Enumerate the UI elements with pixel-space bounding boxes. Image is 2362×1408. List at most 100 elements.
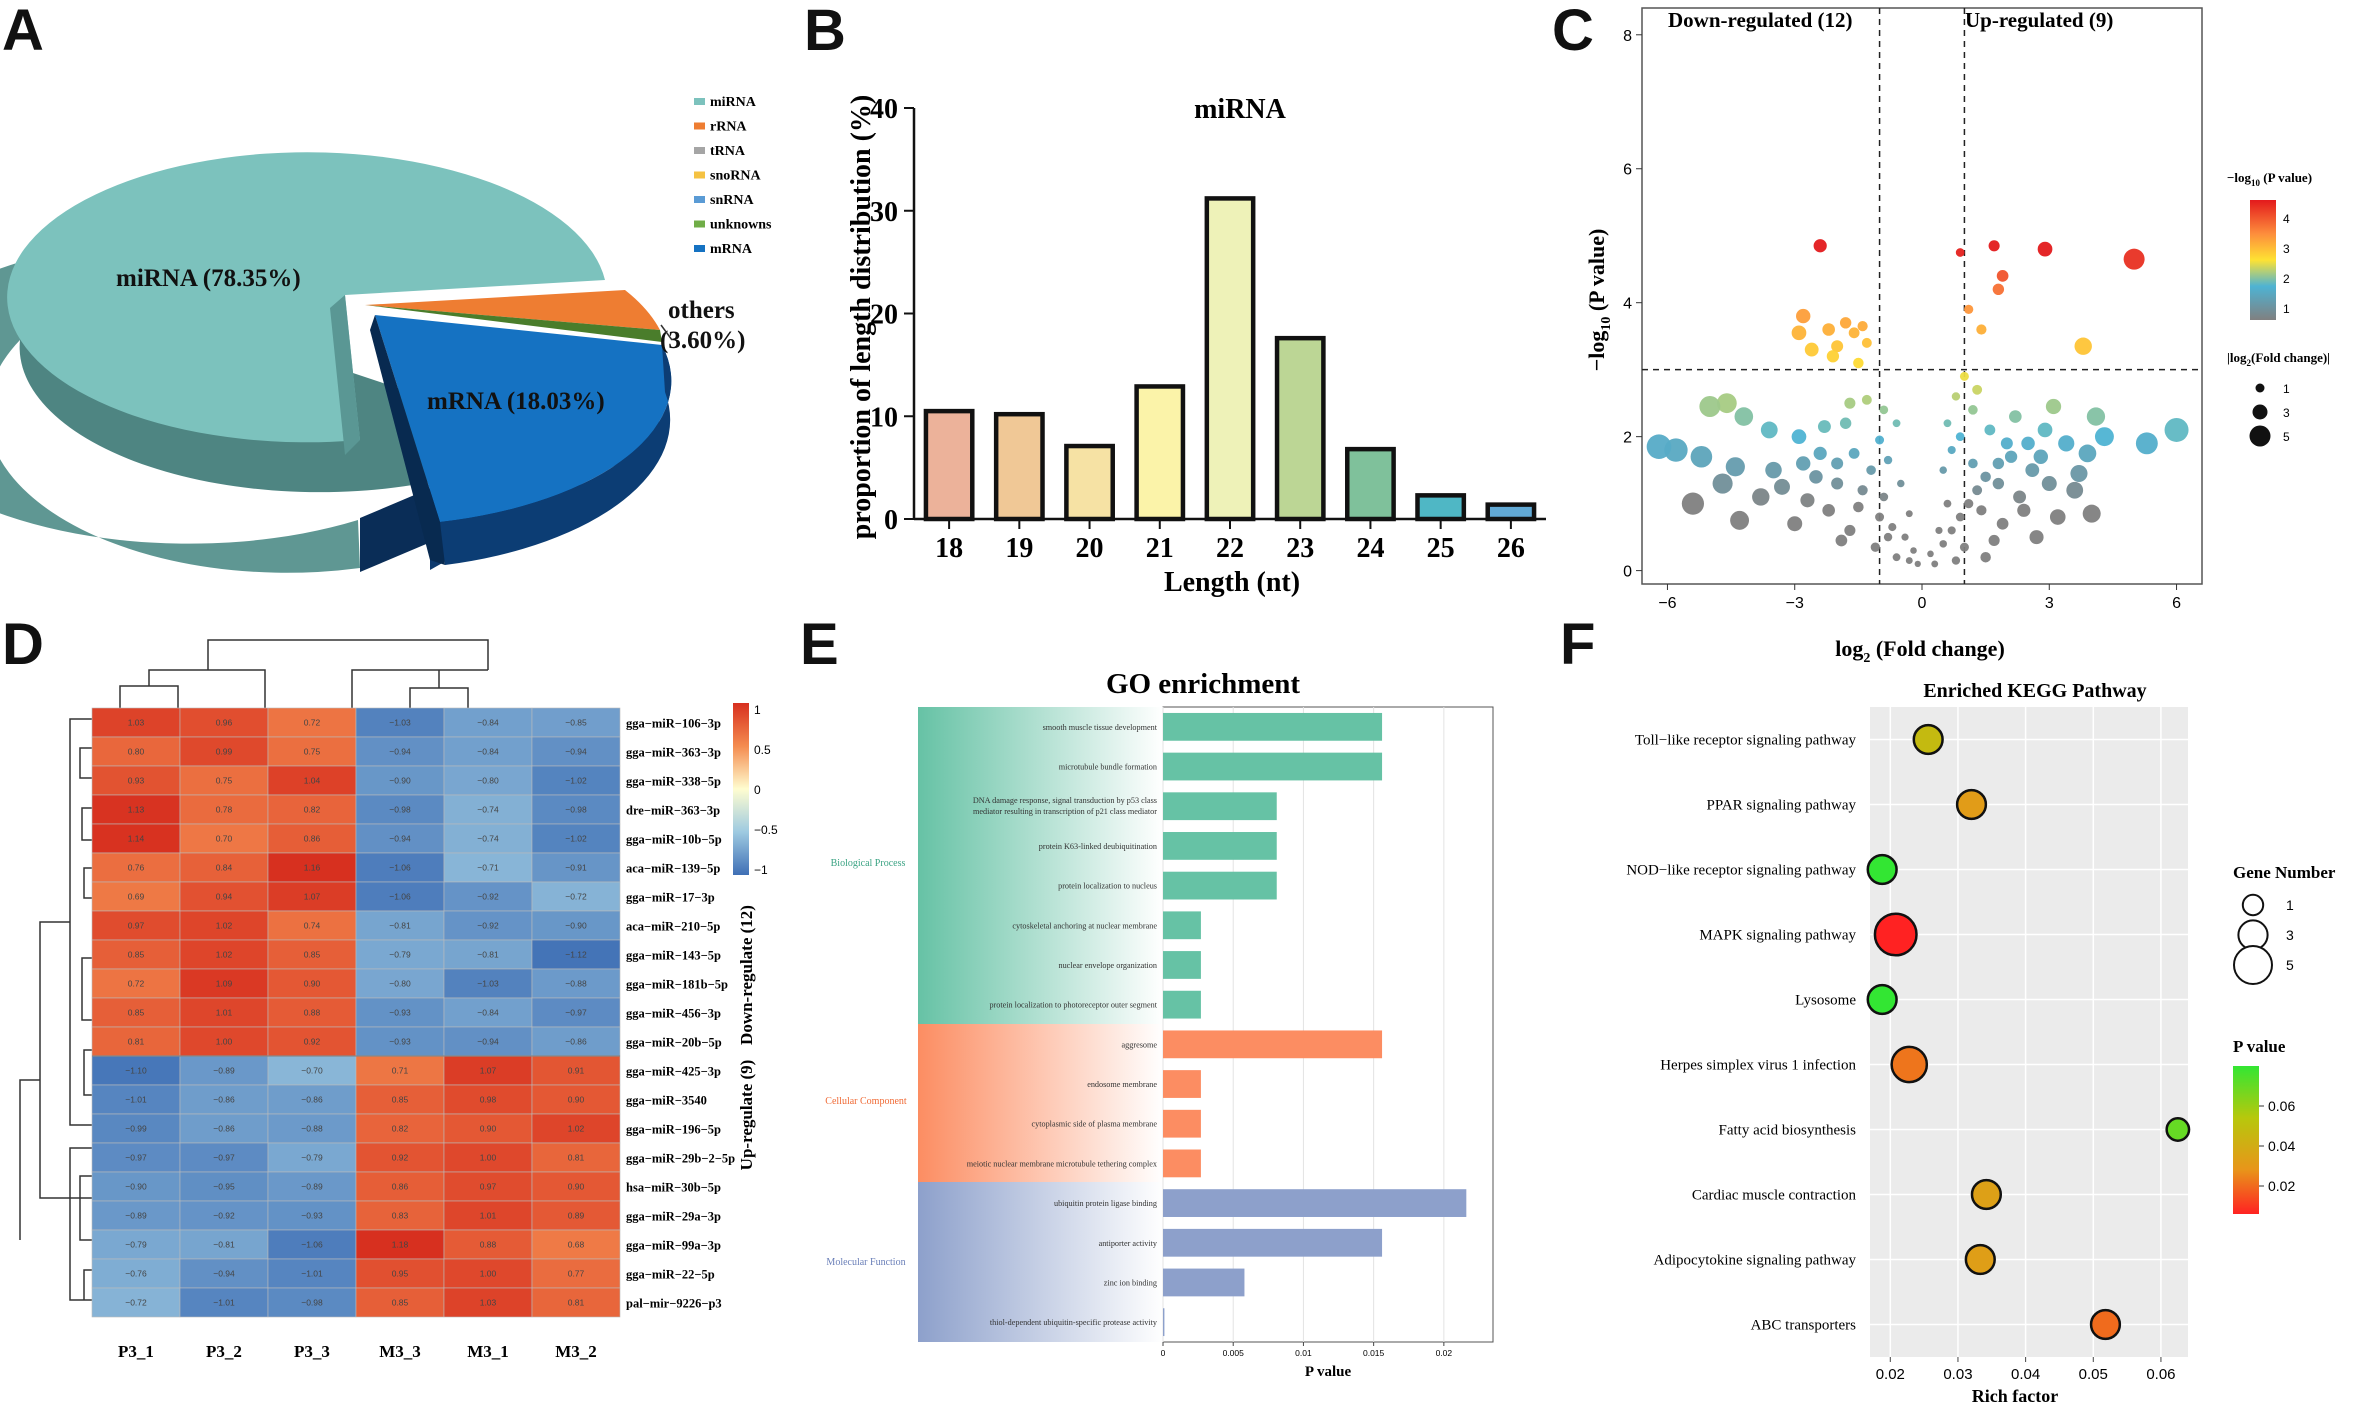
legend-swatch-tRNA	[694, 147, 705, 154]
volcano-point	[1866, 465, 1876, 475]
heatmap-cell	[179, 736, 269, 767]
heatmap-cell	[355, 1287, 445, 1318]
heatmap-cell-value: −0.88	[301, 1124, 323, 1134]
volcano-point	[1712, 473, 1733, 494]
legend-label-mRNA: mRNA	[710, 242, 753, 257]
kegg-pathway-label: Toll−like receptor signaling pathway	[1635, 733, 1857, 749]
legend-label-tRNA: tRNA	[710, 144, 746, 159]
c-size-legend-title: |log2(Fold change)|	[2227, 350, 2330, 368]
heatmap-cell	[355, 707, 445, 738]
heatmap-cell	[91, 1084, 181, 1115]
heatmap-cell-value: 0.94	[216, 892, 233, 902]
volcano-point	[1839, 317, 1852, 329]
legend-swatch-unknowns	[694, 220, 705, 228]
volcano-point	[1800, 493, 1815, 508]
c-x-tick-label: −6	[1658, 595, 1676, 612]
heatmap-cell	[355, 1113, 445, 1144]
volcano-point	[2041, 476, 2057, 492]
heatmap-cell-value: −0.84	[477, 747, 499, 757]
heatmap-cell	[91, 852, 181, 883]
volcano-point	[1996, 517, 2009, 530]
f-x-tick-label: 0.06	[2146, 1366, 2175, 1383]
f-colorbar-tick-label: 0.04	[2268, 1138, 2295, 1154]
c-y-tick-label: 0	[1623, 564, 1632, 581]
volcano-point	[1752, 488, 1770, 506]
b-y-axis-label: proportion of length distribution (%)	[846, 95, 877, 539]
heatmap-cell	[531, 852, 621, 883]
heatmap-cell	[531, 881, 621, 912]
kegg-pathway-point	[1970, 1178, 2003, 1211]
heatmap-cell-value: 0.91	[568, 1066, 585, 1076]
legend-label-snoRNA: snoRNA	[710, 169, 761, 184]
c-colorbar-tick: 1	[2283, 302, 2290, 316]
volcano-point	[2037, 422, 2053, 438]
volcano-point	[2049, 509, 2066, 525]
b-x-tick-label: 25	[1427, 533, 1455, 564]
heatmap-cell	[531, 1142, 621, 1173]
heatmap-cell	[267, 794, 357, 825]
f-colorbar	[2233, 1066, 2259, 1214]
c-y-tick-label: 6	[1623, 162, 1632, 179]
heatmap-cell-value: −0.95	[213, 1182, 235, 1192]
go-term-label: microtubule bundle formation	[1059, 763, 1157, 772]
heatmap-cell	[355, 1084, 445, 1115]
panel-letter-f: F	[1560, 612, 1595, 677]
go-term-bar	[1163, 911, 1201, 940]
volcano-point	[1839, 417, 1852, 429]
heatmap-cell	[443, 736, 533, 767]
volcano-point	[1883, 455, 1893, 465]
heatmap-cell	[443, 852, 533, 883]
heatmap-cell	[267, 1026, 357, 1057]
volcano-point	[1980, 471, 1991, 483]
d-group-down: Down-regulate (12)	[737, 905, 756, 1045]
heatmap-cell-value: −0.97	[213, 1153, 235, 1163]
f-chart-title: Enriched KEGG Pathway	[1923, 680, 2146, 702]
f-size-legend-label: 1	[2286, 897, 2294, 913]
heatmap-col-label: P3_1	[118, 1342, 154, 1361]
heatmap-row-label: dre−miR−363−3p	[626, 804, 720, 818]
b-y-tick-label: 20	[870, 300, 898, 331]
heatmap-row-label: gga−miR−10b−5p	[626, 833, 722, 847]
heatmap-cell	[179, 707, 269, 738]
heatmap-cell	[91, 939, 181, 970]
volcano-point	[1857, 485, 1868, 496]
heatmap-cell-value: −0.86	[213, 1124, 235, 1134]
heatmap-cell	[91, 968, 181, 999]
volcano-point	[1690, 445, 1713, 468]
volcano-point	[2082, 504, 2101, 523]
volcano-point	[1804, 342, 1819, 357]
heatmap-cell-value: 0.75	[304, 747, 321, 757]
heatmap-cell	[267, 881, 357, 912]
f-colorbar-tick-label: 0.02	[2268, 1178, 2295, 1194]
heatmap-cell	[267, 997, 357, 1028]
b-x-tick-label: 23	[1286, 533, 1314, 564]
heatmap-cell-value: 1.13	[128, 805, 145, 815]
bar-26	[1485, 502, 1537, 522]
d-colorbar-tick: −1	[754, 863, 768, 877]
d-colorbar-tick: 0	[754, 783, 761, 797]
heatmap-cell-value: 0.99	[216, 747, 233, 757]
legend-swatch-mRNA	[694, 245, 705, 252]
heatmap-cell	[179, 939, 269, 970]
f-color-legend-title: P value	[2233, 1037, 2286, 1056]
heatmap-cell	[443, 707, 533, 738]
heatmap-cell-value: 0.85	[128, 1008, 145, 1018]
pie-legend: miRNA rRNA tRNA snoRNA snRNA unknowns mRNA	[694, 95, 772, 257]
b-x-tick-label: 21	[1146, 533, 1174, 564]
f-x-tick-label: 0.05	[2079, 1366, 2108, 1383]
heatmap-cell-value: −0.89	[213, 1066, 235, 1076]
volcano-point	[2004, 450, 2018, 463]
heatmap-cell-value: −1.02	[565, 776, 587, 786]
legend-swatch-snRNA	[694, 196, 705, 203]
heatmap-cell-value: 0.90	[568, 1182, 585, 1192]
panel-letter-a: A	[2, 0, 44, 63]
heatmap-cell-value: −0.94	[389, 834, 411, 844]
heatmap-cell-value: −0.92	[477, 921, 499, 931]
volcano-point	[2123, 248, 2145, 270]
heatmap-row-label: gga−miR−143−5p	[626, 949, 721, 963]
heatmap-cell-value: 1.02	[216, 950, 233, 960]
kegg-pathway-point	[1955, 788, 1988, 821]
heatmap-cell	[179, 852, 269, 883]
heatmap-cell-value: −0.94	[477, 1037, 499, 1047]
go-term-bar	[1163, 1030, 1383, 1059]
